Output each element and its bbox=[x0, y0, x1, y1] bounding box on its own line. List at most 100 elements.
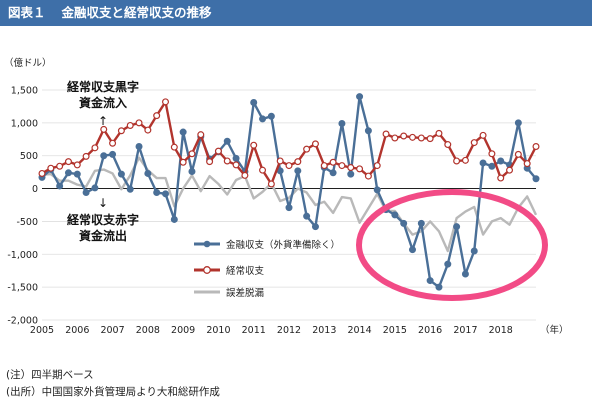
data-point-current bbox=[532, 143, 540, 151]
data-point-financial bbox=[373, 186, 381, 194]
data-point-current bbox=[294, 158, 302, 166]
y-tick-label: -500 bbox=[16, 217, 38, 228]
series-line-current bbox=[41, 100, 538, 186]
footnote-note: (注）四半期ベース bbox=[6, 369, 94, 381]
legend-financial-marker bbox=[203, 240, 211, 248]
data-point-financial bbox=[479, 159, 487, 167]
data-point-financial bbox=[294, 167, 302, 175]
data-point-financial bbox=[144, 169, 152, 177]
highlight-ellipse bbox=[356, 189, 548, 301]
x-tick-label: 2007 bbox=[100, 325, 124, 336]
data-point-financial bbox=[100, 152, 108, 160]
data-point-current bbox=[38, 169, 46, 177]
data-point-financial bbox=[285, 204, 293, 212]
x-tick-label: 2008 bbox=[136, 325, 160, 336]
data-point-current bbox=[453, 157, 461, 165]
data-point-current bbox=[523, 160, 531, 168]
y-tick-label: 500 bbox=[20, 151, 38, 162]
data-point-current bbox=[444, 141, 452, 149]
legend-errors-label: 誤差脱漏 bbox=[226, 287, 264, 299]
data-point-financial bbox=[267, 112, 275, 120]
data-point-current bbox=[382, 130, 390, 138]
data-point-current bbox=[197, 131, 205, 139]
data-point-current bbox=[232, 161, 240, 169]
annotation-surplus-line2: 資金流入 bbox=[79, 95, 127, 110]
data-point-current bbox=[488, 150, 496, 158]
x-axis-label: （年） bbox=[540, 324, 569, 336]
data-point-current bbox=[285, 162, 293, 170]
data-point-current bbox=[303, 145, 311, 153]
data-point-financial bbox=[259, 115, 267, 123]
data-point-financial bbox=[338, 120, 346, 128]
data-point-financial bbox=[461, 270, 469, 278]
y-tick-labels: 1,500 1,000 500 0 -500 -1,000 -1,500 -2,000 bbox=[7, 86, 38, 327]
arrow-down-icon: ↓ bbox=[98, 196, 108, 210]
x-tick-label: 2012 bbox=[277, 325, 301, 336]
data-point-financial bbox=[223, 137, 231, 145]
figure-title: 金融収支と経常収支の推移 bbox=[61, 5, 212, 20]
legend-current-label: 経常収支 bbox=[226, 265, 265, 277]
data-point-current bbox=[356, 165, 364, 173]
data-point-financial bbox=[179, 128, 187, 136]
data-point-current bbox=[56, 162, 64, 170]
data-point-financial bbox=[153, 189, 161, 197]
x-tick-label: 2010 bbox=[206, 325, 230, 336]
data-point-current bbox=[47, 164, 55, 172]
data-point-financial bbox=[532, 175, 540, 183]
data-point-current bbox=[479, 131, 487, 139]
annotation-surplus-line1: 経常収支黒字 bbox=[67, 79, 139, 94]
data-point-current bbox=[470, 139, 478, 147]
data-point-financial bbox=[64, 169, 72, 177]
legend-current-marker bbox=[203, 266, 211, 274]
data-point-current bbox=[73, 161, 81, 169]
data-point-current bbox=[188, 150, 196, 158]
x-tick-label: 2017 bbox=[453, 325, 477, 336]
data-point-financial bbox=[514, 119, 522, 127]
data-point-current bbox=[497, 174, 505, 182]
data-point-financial bbox=[400, 219, 408, 227]
data-point-financial bbox=[417, 219, 425, 227]
annotation-surplus: 経常収支黒字 資金流入 ↑ bbox=[67, 79, 139, 128]
chart: 1,500 1,000 500 0 -500 -1,000 -1,500 -2,000 200… bbox=[4, 57, 569, 336]
data-point-financial bbox=[497, 157, 505, 165]
data-point-financial bbox=[391, 211, 399, 219]
x-tick-label: 2005 bbox=[30, 325, 54, 336]
annotation-deficit: ↓ 経常収支赤字 資金流出 bbox=[67, 196, 139, 243]
x-tick-label: 2015 bbox=[383, 325, 407, 336]
data-point-current bbox=[320, 162, 328, 170]
data-point-current bbox=[400, 132, 408, 140]
data-point-current bbox=[214, 147, 222, 155]
arrow-up-icon: ↑ bbox=[98, 114, 108, 128]
data-point-financial bbox=[329, 169, 337, 177]
data-point-financial bbox=[73, 170, 81, 178]
data-point-financial bbox=[488, 162, 496, 170]
data-point-current bbox=[276, 157, 284, 165]
data-point-current bbox=[100, 125, 108, 133]
series-layer bbox=[38, 93, 540, 291]
data-point-current bbox=[435, 129, 443, 137]
y-tick-label: 0 bbox=[32, 184, 38, 195]
data-point-financial bbox=[426, 277, 434, 285]
data-point-current bbox=[347, 164, 355, 172]
data-point-current bbox=[162, 98, 170, 106]
x-tick-label: 2014 bbox=[347, 325, 371, 336]
x-tick-label: 2009 bbox=[171, 325, 195, 336]
data-point-current bbox=[64, 158, 72, 166]
data-point-current bbox=[267, 180, 275, 188]
data-point-current bbox=[409, 133, 417, 141]
data-point-current bbox=[391, 134, 399, 142]
data-point-financial bbox=[364, 127, 372, 135]
x-tick-label: 2006 bbox=[65, 325, 89, 336]
annotation-deficit-line1: 経常収支赤字 bbox=[67, 212, 139, 227]
data-point-current bbox=[514, 150, 522, 158]
data-point-current bbox=[144, 126, 152, 134]
data-point-current bbox=[364, 172, 372, 180]
data-point-current bbox=[153, 112, 161, 120]
data-point-financial bbox=[170, 215, 178, 223]
data-point-financial bbox=[56, 182, 64, 190]
x-tick-label: 2016 bbox=[418, 325, 442, 336]
data-point-current bbox=[506, 166, 514, 174]
data-point-current bbox=[126, 121, 134, 129]
data-point-financial bbox=[409, 246, 417, 254]
y-tick-label: -2,000 bbox=[7, 316, 38, 327]
